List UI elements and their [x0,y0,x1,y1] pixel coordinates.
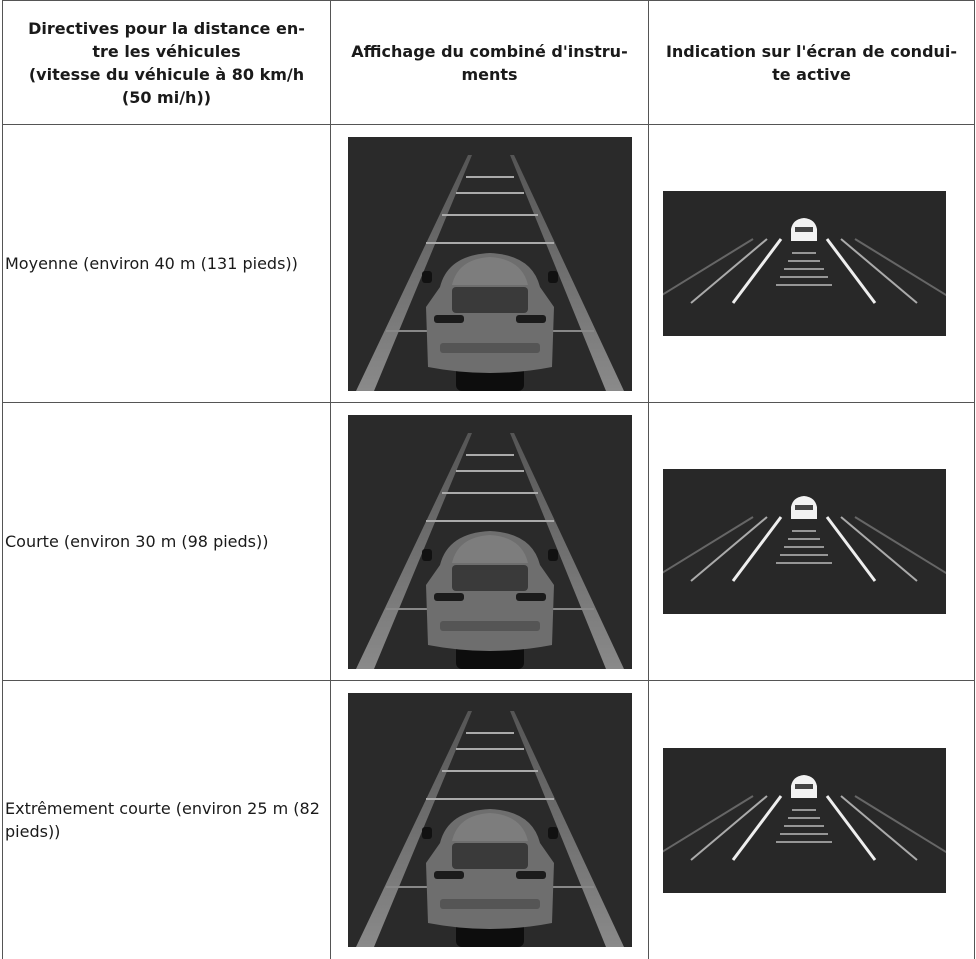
lead-car-window [795,505,813,510]
lane-right [854,238,946,297]
car-roof [451,256,528,285]
car-roof [451,813,528,841]
lane-right [509,154,624,391]
header-cell: Affichage du combiné d'instru-ments [330,0,649,125]
lane-left [731,794,783,861]
header-line: ments [461,64,518,84]
cluster-display [347,136,632,391]
lane-right [509,711,624,947]
mirror-right [547,270,558,283]
light-right [515,592,546,601]
header-line: (50 mi/h)) [121,87,212,107]
header-line: tre les véhicules [92,41,241,61]
header-line: te active [772,64,851,84]
table-row: Extrêmement courte (environ 25 m (82 pie… [2,680,975,959]
distance-cell: Courte (environ 30 m (98 pieds)) [2,402,331,681]
active-driving-display [663,469,946,614]
table-row: Courte (environ 30 m (98 pieds)) [2,402,975,681]
mirror-left [421,270,432,283]
lane-left [731,238,783,304]
header-line: Affichage du combiné d'instru- [351,41,628,61]
active-driving-cell [648,402,975,681]
header-cell: Indication sur l'écran de condui-te acti… [648,0,975,125]
rear-window [451,286,528,313]
table-row: Moyenne (environ 40 m (131 pieds)) [2,124,975,403]
distance-cell: Extrêmement courte (environ 25 m (82 pie… [2,680,331,959]
header-cell: Directives pour la distance en-tre les v… [2,0,331,125]
cluster-cell [330,402,649,681]
screen [663,469,946,614]
lane-right [825,238,877,304]
mirror-left [421,827,432,839]
lane-right [854,794,946,853]
lane-left [690,238,768,304]
screen [663,747,946,893]
bumper [439,342,540,353]
bumper [439,899,540,909]
light-left [433,871,464,879]
mirror-right [547,548,558,561]
light-right [515,314,546,323]
lane-left [690,794,768,861]
lead-car-window [795,227,813,232]
active-driving-cell [648,680,975,959]
mirror-right [547,827,558,839]
lane-right [825,794,877,861]
lane-left [690,516,768,582]
lane-left [731,516,783,582]
header-line: (vitesse du véhicule à 80 km/h [28,64,305,84]
mirror-left [421,548,432,561]
lane-left [663,794,754,853]
cluster-display [347,414,632,669]
lead-car-window [795,783,813,789]
lane-right [840,238,918,304]
light-left [433,314,464,323]
light-left [433,592,464,601]
header-line: Directives pour la distance en- [28,18,305,38]
screen [663,191,946,336]
cluster-display [347,693,632,947]
rear-window [451,564,528,591]
lane-left [663,238,754,296]
header-line: Indication sur l'écran de condui- [665,41,958,61]
cluster-cell [330,680,649,959]
distance-cell: Moyenne (environ 40 m (131 pieds)) [2,124,331,403]
table-body: Moyenne (environ 40 m (131 pieds)) Courte… [2,124,975,959]
cluster-cell [330,124,649,403]
lane-right [854,516,946,575]
light-right [515,871,546,879]
active-driving-display [663,191,946,336]
lane-left [663,516,754,574]
car-roof [451,534,528,563]
lane-right [825,516,877,582]
bumper [439,620,540,631]
lane-right [840,794,918,861]
rear-window [451,843,528,869]
header-row: Directives pour la distance en-tre les v… [2,0,975,125]
lane-right [840,516,918,582]
active-driving-cell [648,124,975,403]
active-driving-display [663,747,946,893]
lane-right [509,432,624,669]
